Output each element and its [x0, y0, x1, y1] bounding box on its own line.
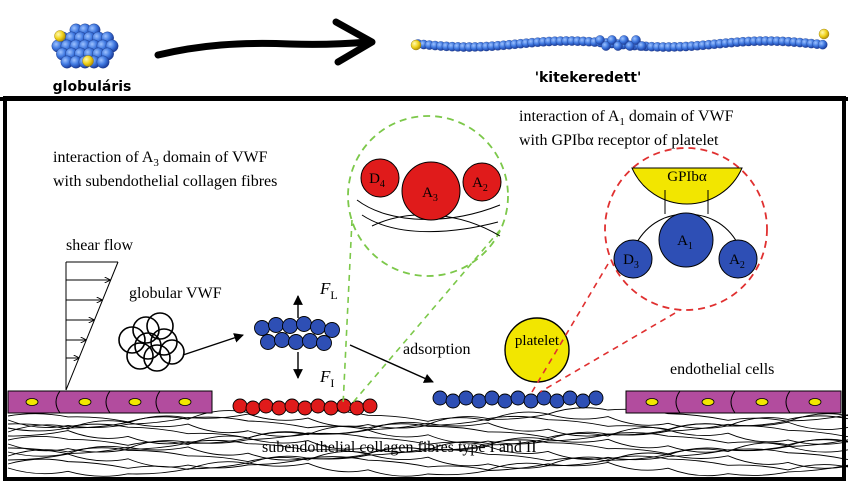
- endothelial-cells-right: [625, 390, 842, 414]
- adsorption-label: adsorption: [403, 341, 471, 358]
- collagen-fibres: [7, 407, 848, 477]
- shear-flow-label: shear flow: [66, 237, 134, 254]
- vwf-bound-to-collagen: [232, 398, 378, 416]
- vwf-chain-under-platelet: [432, 390, 604, 409]
- a2-label-red: A2: [729, 252, 745, 271]
- platelet-label: platelet: [515, 333, 560, 349]
- platelet: [504, 317, 570, 383]
- d3-label: D3: [623, 252, 639, 271]
- a3-label: A3: [422, 185, 438, 204]
- shear-flow-profile: [65, 261, 119, 391]
- zoom-a3-collagen: D4 A3 A2: [342, 115, 509, 407]
- zoom-a1-gpib: GPIbα A1 D3 A2: [531, 147, 768, 393]
- endothelial-cells-left: [7, 390, 213, 414]
- a1-caption-line2: with GPIbα receptor of platelet: [519, 132, 719, 149]
- globular-label: globuláris: [53, 79, 132, 95]
- globular-vwf-label: globular VWF: [129, 285, 222, 302]
- a1-caption-line1: interaction of A1 domain of VWF: [519, 108, 734, 128]
- adsorption-arrow: [349, 344, 434, 383]
- d4-label: D4: [369, 171, 385, 190]
- unfolded-molecule-chain: [410, 28, 830, 52]
- collagen-caption: subendothelial collagen fibres type I an…: [262, 439, 537, 456]
- adhesion-force-label: FI: [319, 367, 334, 390]
- frame-top-bar: [0, 97, 848, 101]
- gpib-label: GPIbα: [667, 169, 707, 185]
- transition-arrow-head: [332, 18, 376, 66]
- a3-caption-line1: interaction of A3 domain of VWF: [53, 149, 268, 169]
- unfolded-label: 'kitekeredett': [535, 70, 642, 86]
- globular-vwf-coil: [118, 312, 185, 372]
- globular-molecule-cluster: [51, 23, 119, 69]
- partially-unfolded-vwf: [254, 316, 340, 351]
- transition-arrow: [154, 38, 372, 59]
- a3-caption-line2: with subendothelial collagen fibres: [53, 173, 277, 190]
- a1-label: A1: [677, 233, 693, 252]
- lift-force-label: FL: [319, 279, 338, 302]
- endothelial-cells-label: endothelial cells: [670, 361, 774, 378]
- a2-label-green: A2: [472, 175, 488, 194]
- to-unfolded-arrow: [182, 333, 244, 356]
